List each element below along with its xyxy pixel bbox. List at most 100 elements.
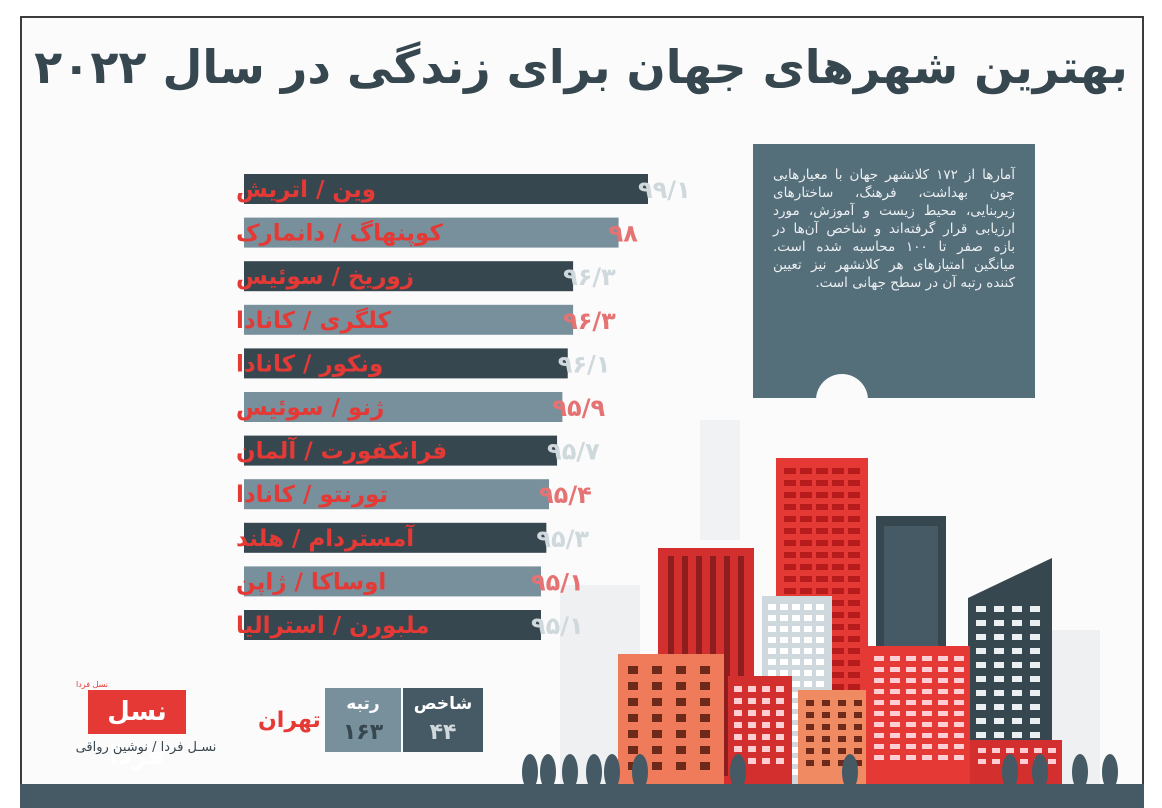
building-window	[994, 648, 1004, 654]
building-window	[816, 480, 828, 486]
building-window	[874, 744, 884, 749]
building-window	[976, 732, 986, 738]
building-window	[938, 744, 948, 749]
building-window	[848, 624, 860, 630]
building-window	[854, 736, 862, 742]
building-window	[874, 678, 884, 683]
bar	[244, 522, 547, 553]
building-window	[832, 624, 844, 630]
building-window	[628, 730, 638, 738]
building-window	[854, 760, 862, 766]
category-label: کوپنهاگ / دانمارک	[236, 220, 443, 247]
building-window	[922, 733, 932, 738]
building-window	[890, 667, 900, 672]
building-window	[848, 660, 860, 666]
building-window	[822, 712, 830, 718]
building-window	[890, 689, 900, 694]
building-window	[816, 659, 824, 665]
building-window	[734, 710, 742, 716]
bar-value-label: ۹۸	[609, 220, 639, 248]
building-window	[784, 504, 796, 510]
building-window	[768, 648, 776, 654]
building-window	[792, 615, 800, 621]
building-window	[784, 492, 796, 498]
building-window	[676, 666, 686, 674]
bar	[244, 261, 574, 292]
building-window	[800, 516, 812, 522]
building-window	[938, 667, 948, 672]
building-window	[1030, 606, 1040, 612]
building-window	[800, 480, 812, 486]
bar	[244, 610, 541, 640]
building-window	[738, 556, 744, 776]
building-window	[800, 528, 812, 534]
category-label: ژنو / سوئیس	[236, 395, 384, 421]
building-window	[832, 600, 844, 606]
category-label: ملبورن / استرالیا	[236, 613, 429, 639]
building-window	[776, 734, 784, 740]
building-window	[994, 620, 1004, 626]
building-window	[874, 755, 884, 760]
building-window	[734, 734, 742, 740]
bar-value-label: ۹۶/۳	[563, 307, 616, 335]
building-window	[628, 698, 638, 706]
bar-value-label: ۹۵/۳	[536, 525, 589, 553]
building-window	[816, 588, 828, 594]
tree-shape	[1102, 754, 1118, 790]
building-window	[792, 769, 800, 775]
building-window	[848, 564, 860, 570]
building-window	[922, 656, 932, 661]
building-window	[906, 722, 916, 727]
building-window	[792, 681, 800, 687]
building-window	[652, 682, 662, 690]
building-window	[748, 710, 756, 716]
building-window	[976, 676, 986, 682]
building-window	[748, 698, 756, 704]
building-window	[994, 732, 1004, 738]
tree-shape	[842, 754, 858, 790]
building-window	[976, 620, 986, 626]
building-window	[816, 504, 828, 510]
background-building	[700, 420, 740, 540]
building-window	[832, 540, 844, 546]
building-window	[832, 468, 844, 474]
logo-tag: نسل فردا	[76, 680, 108, 689]
building-window	[978, 748, 986, 753]
building-window	[776, 722, 784, 728]
building-window	[816, 540, 828, 546]
building-window	[804, 604, 812, 610]
building-window	[792, 604, 800, 610]
tree-shape	[1032, 754, 1048, 790]
category-label: آمستردام / هلند	[236, 523, 415, 552]
bar	[244, 348, 568, 379]
building-window	[762, 746, 770, 752]
building-window	[1012, 676, 1022, 682]
building-window	[874, 711, 884, 716]
bar-value-label: ۹۵/۱	[531, 568, 584, 596]
building-window	[938, 700, 948, 705]
building-window	[1012, 704, 1022, 710]
category-label: ونکور / کانادا	[236, 351, 383, 377]
building-window	[816, 681, 824, 687]
building-window	[816, 648, 824, 654]
building-window	[784, 540, 796, 546]
building-window	[792, 659, 800, 665]
category-label: کلگری / کانادا	[236, 307, 392, 334]
building-window	[768, 604, 776, 610]
building-window	[816, 528, 828, 534]
building-window	[954, 722, 964, 727]
building-window	[838, 724, 846, 730]
building-window	[816, 564, 828, 570]
building-window	[762, 686, 770, 692]
building-window	[784, 528, 796, 534]
building-window	[874, 667, 884, 672]
tree-shape	[586, 754, 602, 790]
building-window	[628, 682, 638, 690]
bar-chart: ۹۹/۱ وین / اتریش ۹۸ کوپنهاگ / دانمارک ۹۶/۳ زو…	[236, 174, 691, 640]
building-window	[1020, 748, 1028, 753]
building-window	[906, 700, 916, 705]
building-window	[922, 700, 932, 705]
building-window	[804, 681, 812, 687]
building-window	[1030, 676, 1040, 682]
building-window	[890, 733, 900, 738]
